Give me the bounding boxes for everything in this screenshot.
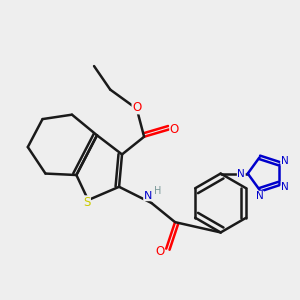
Text: S: S xyxy=(83,196,90,209)
Text: H: H xyxy=(154,186,162,196)
Text: N: N xyxy=(144,190,152,201)
Text: N: N xyxy=(237,169,245,178)
Text: O: O xyxy=(155,245,164,258)
Text: O: O xyxy=(170,123,179,136)
Text: N: N xyxy=(281,156,289,166)
Text: O: O xyxy=(132,101,141,114)
Text: N: N xyxy=(256,191,263,201)
Text: N: N xyxy=(281,182,289,191)
